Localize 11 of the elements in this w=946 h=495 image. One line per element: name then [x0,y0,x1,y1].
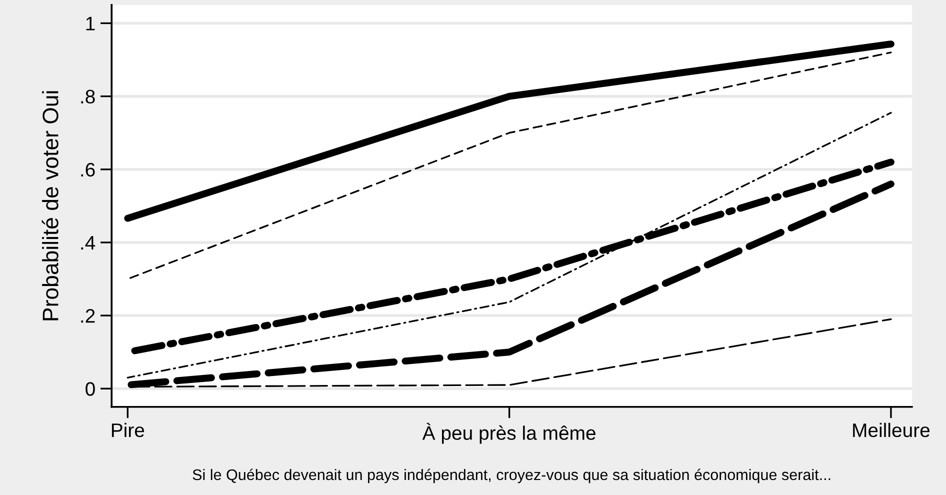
y-axis-title: Probabilité de voter Oui [42,91,58,320]
y-tick-label: .6 [81,162,95,177]
y-tick-label: 0 [86,382,95,396]
x-tick-label: À peu près la même [422,422,596,444]
y-tick-label: .2 [81,309,95,323]
y-tick-label: .4 [81,236,96,250]
y-tick-label: 1 [86,16,95,30]
x-axis-title: Si le Québec devenait un pays indépendant, croyez-vous que sa situation économique serait... [192,468,830,484]
x-tick-label: Pire [112,422,144,438]
y-tick-label: .8 [81,90,95,104]
x-tick-label: Meilleure [853,422,930,438]
